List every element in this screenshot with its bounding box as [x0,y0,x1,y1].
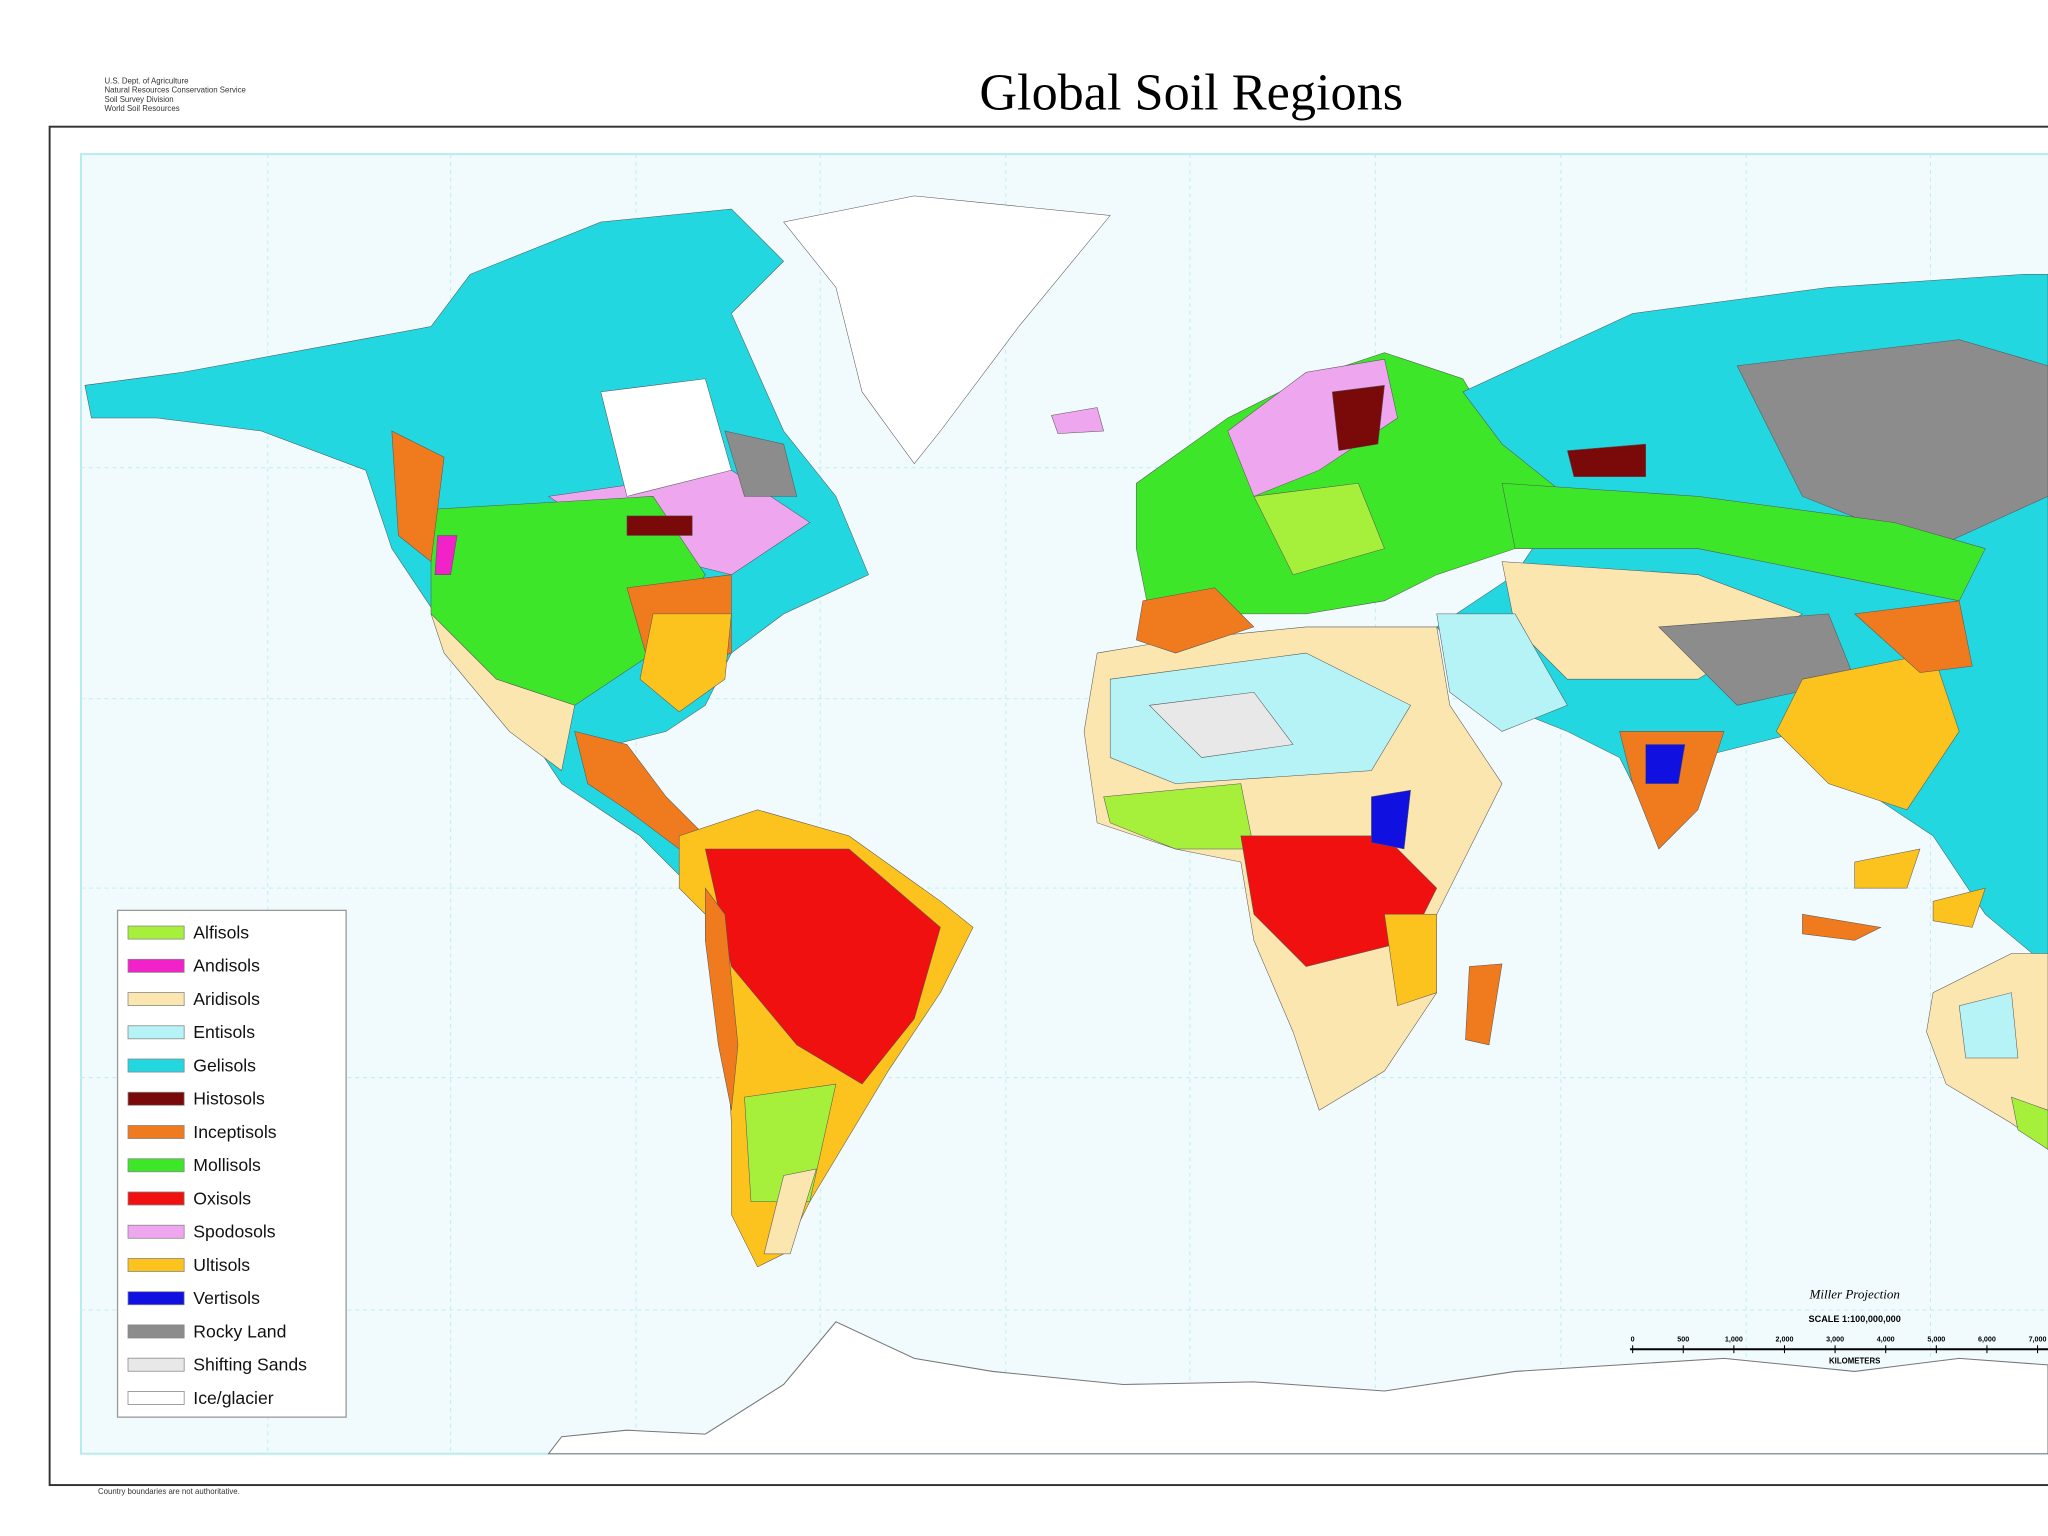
soil-region [1854,600,1973,673]
soil-region [1958,992,2019,1059]
soil-region [704,848,941,1085]
scale-ratio: SCALE 1:100,000,000 [1809,1314,1901,1324]
legend-label: Mollisols [193,1155,261,1175]
legend-label: Entisols [193,1022,255,1042]
agency-line: Soil Survey Division [104,95,173,104]
soil-region [434,535,458,575]
scale-tick-label: 6,000 [1978,1335,1996,1343]
scale-tick-label: 0 [1631,1335,1635,1343]
soil-region [705,887,739,1111]
soil-region [639,613,732,713]
soil-region [430,613,575,772]
soil-region [626,515,693,536]
legend-swatch [127,1291,185,1306]
soil-region [1465,963,1503,1046]
soil-region [391,430,445,563]
soil-region [1103,783,1255,850]
scale-tick-label: 3,000 [1826,1335,1844,1343]
legend-label: Aridisols [193,989,260,1009]
legend-swatch [127,992,185,1006]
legend-label: Vertisols [193,1288,260,1308]
soil-region [1148,691,1294,758]
legend-label: Rocky Land [193,1321,286,1341]
scale-tick-label: 2,000 [1776,1335,1794,1343]
legend-label: Shifting Sands [193,1355,307,1375]
legend-swatch [127,925,185,940]
legend-swatch [127,1191,185,1206]
soil-region [1384,914,1437,1007]
agency-line: Natural Resources Conservation Service [104,86,245,95]
legend-swatch [127,958,185,973]
scale-tick-label: 5,000 [1927,1335,1945,1343]
soil-region [1854,848,1921,889]
legend-swatch [127,1357,185,1372]
legend-label: Alfisols [193,922,249,942]
soil-region [783,195,1111,465]
scale-tick-label: 4,000 [1877,1335,1895,1343]
legend: Alfisols Andisols Aridisols Entisols Gelisol… [116,909,347,1418]
map-layout: Global Soil Regions Alfisols Andisols Arid… [48,64,2048,1496]
antarctica [547,1321,2048,1455]
soil-region [1645,744,1686,784]
agency-line: World Soil Resources [104,104,179,113]
legend-swatch [127,1224,185,1239]
legend-swatch [127,1091,185,1106]
soil-region [1932,887,1986,928]
legend-swatch [127,1125,185,1139]
soil-region [1567,443,1646,477]
soil-region [1802,913,1882,941]
title: Global Soil Regions [979,64,1403,122]
soil-region [1371,789,1411,850]
scale-unit: KILOMETERS [1829,1357,1880,1366]
scale-tick-label: 1,000 [1725,1335,1743,1343]
legend-swatch [127,1391,185,1405]
legend-label: Ultisols [193,1255,250,1275]
legend-label: Gelisols [193,1055,256,1075]
soil-region [1253,482,1385,576]
soil-region [724,430,798,497]
agency-line: U.S. Dept. of Agriculture [104,77,188,86]
projection-label: Miller Projection [1808,1286,1899,1301]
legend-swatch [127,1158,185,1173]
legend-swatch [127,1058,185,1073]
soil-region [1436,613,1568,732]
soil-region [1136,587,1255,654]
legend-label: Spodosols [193,1222,275,1242]
soil-region [1051,407,1105,434]
soil-region [600,378,732,497]
scale-tick-label: 7,000 [2029,1335,2047,1343]
legend-swatch [127,1025,185,1040]
footer-note: Country boundaries are not authoritative… [98,1487,240,1496]
legend-label: Andisols [193,956,260,976]
land [84,195,2048,1455]
legend-swatch [127,1324,185,1339]
soil-region [1331,385,1385,451]
scale-tick-label: 500 [1677,1335,1689,1343]
graticule [80,154,2048,1454]
soil-region [763,1168,817,1255]
legend-swatch [127,1258,185,1272]
legend-label: Inceptisols [193,1122,276,1142]
legend-label: Oxisols [193,1188,251,1208]
legend-label: Ice/glacier [193,1388,273,1408]
legend-label: Histosols [193,1089,265,1109]
scale-bar: Miller Projection SCALE 1:100,000,000 KI… [1630,1286,2048,1366]
